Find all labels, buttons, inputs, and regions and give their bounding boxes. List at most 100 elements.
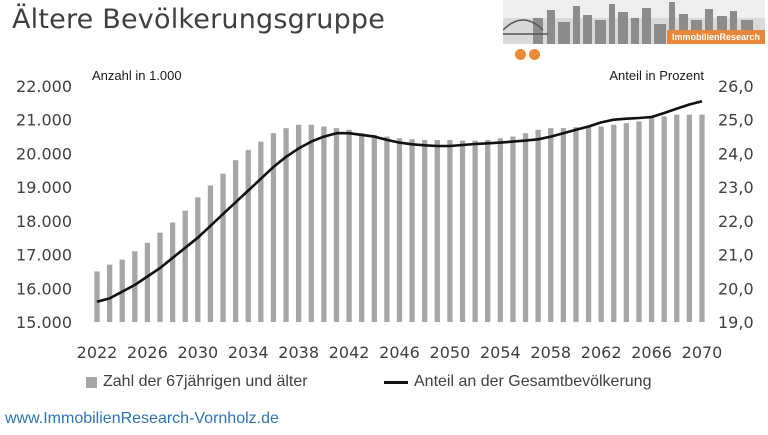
y-right-tick-label: 21,0	[718, 246, 754, 265]
x-tick-label: 2066	[631, 343, 672, 362]
bar	[522, 133, 529, 322]
bar-series	[94, 114, 705, 323]
y-right-tick-label: 25,0	[718, 111, 754, 130]
bar	[220, 173, 226, 322]
right-axis-note: Anteil in Prozent	[609, 68, 704, 83]
legend-item-line: Anteil an der Gesamtbevölkerung	[384, 373, 651, 391]
bar	[560, 128, 567, 322]
y-left-tick-label: 22.000	[16, 77, 72, 96]
bar	[535, 129, 541, 322]
y-right-tick-label: 20,0	[718, 279, 754, 298]
bar	[661, 116, 667, 322]
x-tick-label: 2046	[379, 343, 420, 362]
bar	[232, 160, 239, 322]
y-left-tick-label: 21.000	[16, 111, 72, 130]
orange-dot-icon	[529, 49, 540, 60]
bar	[119, 259, 125, 322]
brand-dots	[515, 45, 543, 64]
bar	[384, 136, 390, 322]
bar	[144, 242, 151, 322]
bar	[611, 124, 617, 323]
bar	[472, 140, 478, 322]
x-tick-label: 2050	[430, 343, 471, 362]
bar	[409, 139, 415, 322]
bar	[346, 129, 352, 322]
bar	[636, 121, 642, 323]
y-left-tick-label: 18.000	[16, 212, 72, 231]
x-tick-label: 2058	[530, 343, 571, 362]
bar	[207, 185, 214, 322]
bar	[132, 251, 138, 322]
bar	[573, 127, 579, 322]
bar	[94, 271, 100, 322]
brand-label: ImmobilienResearch	[666, 30, 765, 44]
footer-url: www.ImmobilienResearch-Vornholz.de	[5, 410, 279, 427]
bar	[648, 118, 655, 323]
bar	[296, 124, 302, 323]
chart-title: Ältere Bevölkerungsgruppe	[12, 4, 386, 35]
bar	[169, 222, 176, 322]
y-left-tick-label: 17.000	[16, 246, 72, 265]
x-tick-label: 2070	[682, 343, 723, 362]
legend-label-bars: Zahl der 67jährigen und älter	[103, 373, 308, 390]
y-left-tick-label: 16.000	[16, 279, 72, 298]
line-series	[96, 99, 703, 304]
bar	[245, 150, 251, 322]
x-tick-label: 2042	[329, 343, 370, 362]
y-right-tick-label: 24,0	[718, 144, 754, 163]
bar	[598, 126, 604, 322]
bar	[106, 264, 113, 322]
bar	[686, 114, 693, 323]
legend-label-line: Anteil an der Gesamtbevölkerung	[414, 373, 652, 390]
bar	[270, 133, 277, 322]
bar	[548, 128, 554, 322]
bar	[459, 140, 466, 322]
right-y-axis: 19,0 20,0 21,0 22,0 23,0 24,0 25,0 26,0	[718, 77, 754, 332]
bar	[434, 139, 440, 322]
legend-line-swatch	[384, 380, 408, 384]
x-tick-label: 2034	[228, 343, 269, 362]
y-left-tick-label: 19.000	[16, 178, 72, 197]
orange-dot-icon	[515, 49, 526, 60]
bar	[699, 114, 705, 323]
bar	[485, 139, 491, 322]
bar	[447, 139, 453, 322]
bar	[585, 127, 592, 322]
banner-image: ImmobilienResearch	[503, 0, 765, 44]
bar	[510, 136, 516, 322]
bar	[157, 232, 163, 322]
x-tick-label: 2030	[177, 343, 218, 362]
x-tick-label: 2022	[77, 343, 118, 362]
y-right-tick-label: 23,0	[718, 178, 754, 197]
bar	[283, 128, 289, 322]
y-right-tick-label: 26,0	[718, 77, 754, 96]
bar	[258, 141, 264, 322]
y-right-tick-label: 22,0	[718, 212, 754, 231]
bar	[182, 210, 188, 322]
bar	[333, 128, 340, 322]
bar	[321, 126, 327, 322]
bar	[396, 138, 403, 322]
bar	[359, 133, 365, 322]
bar	[371, 134, 377, 322]
y-left-tick-label: 15.000	[16, 313, 72, 332]
bar	[674, 114, 680, 323]
y-left-tick-label: 20.000	[16, 144, 72, 163]
bar	[308, 124, 314, 323]
x-tick-label: 2062	[581, 343, 622, 362]
bar	[497, 138, 503, 322]
bar	[195, 197, 201, 322]
share-line	[96, 99, 703, 304]
bar	[623, 123, 630, 322]
y-right-tick-label: 19,0	[718, 313, 754, 332]
left-y-axis: 15.000 16.000 17.000 18.000 19.000 20.000 21.0…	[16, 77, 72, 332]
x-axis: 2022 2026 2030 2034 2038 2042 2046 2050 2054 2058…	[77, 343, 723, 362]
bar	[422, 139, 428, 322]
legend-bar-swatch	[86, 376, 97, 388]
legend-item-bars: Zahl der 67jährigen und älter	[86, 373, 308, 391]
x-tick-label: 2038	[278, 343, 319, 362]
x-tick-label: 2026	[127, 343, 168, 362]
left-axis-note: Anzahl in 1.000	[92, 68, 182, 83]
x-tick-label: 2054	[480, 343, 521, 362]
